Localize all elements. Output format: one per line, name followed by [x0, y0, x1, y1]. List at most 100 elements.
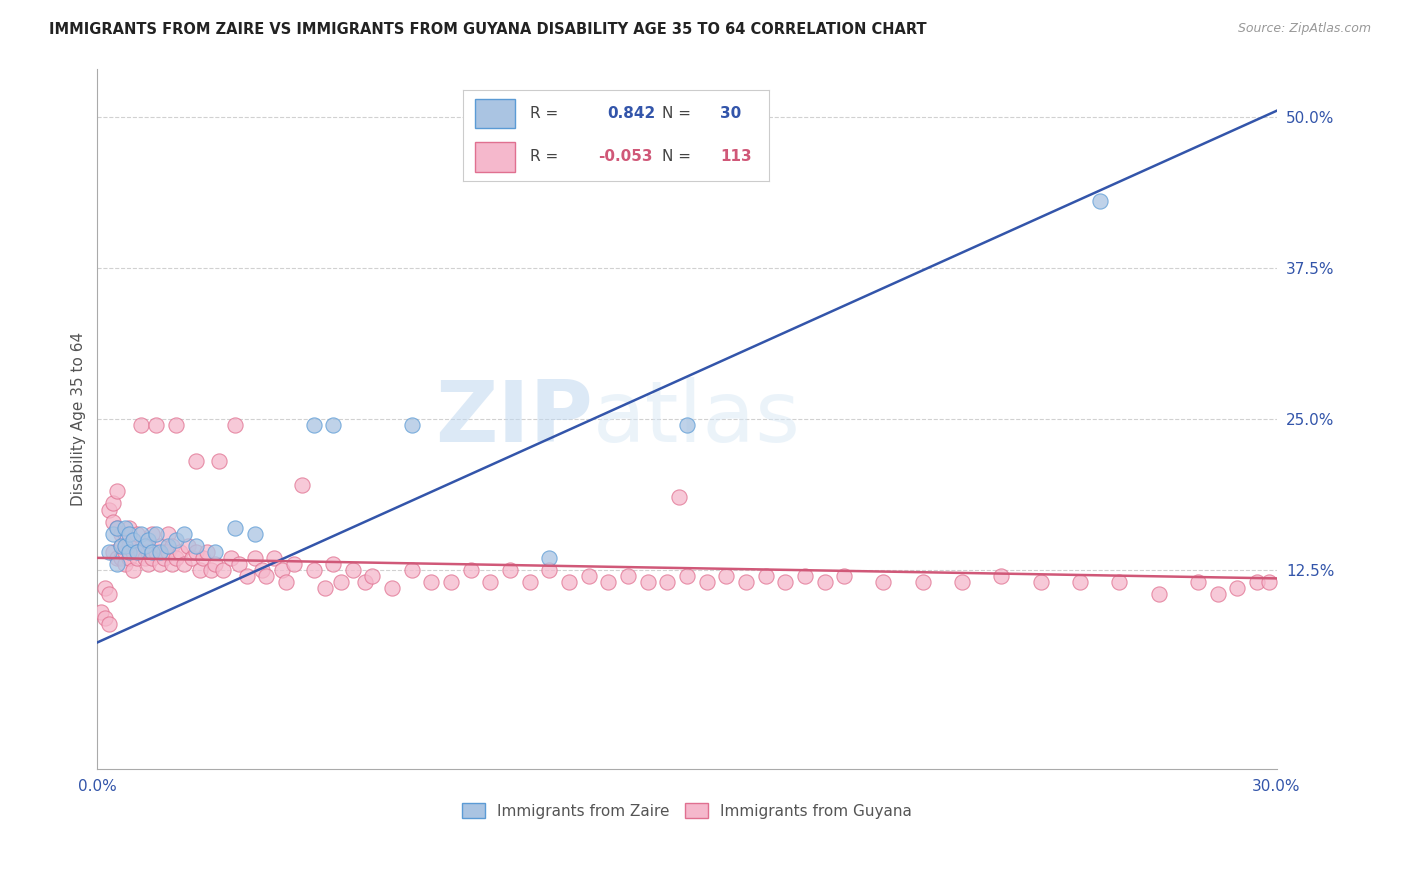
Point [1246, 574, 1268, 589]
Point [145, 545, 167, 559]
Point [141, 550, 163, 565]
Point [134, 539, 156, 553]
Point [204, 557, 226, 571]
Point [165, 533, 187, 547]
Point [519, 574, 541, 589]
Point [314, 581, 336, 595]
Point [184, 545, 207, 559]
Point [420, 574, 443, 589]
Point [872, 574, 894, 589]
Point [180, 550, 202, 565]
Text: ZIP: ZIP [434, 377, 592, 460]
Point [330, 574, 353, 589]
Point [165, 550, 187, 565]
Point [224, 521, 246, 535]
Point [101, 515, 124, 529]
Legend: Immigrants from Zaire, Immigrants from Guyana: Immigrants from Zaire, Immigrants from G… [456, 797, 918, 825]
Point [228, 557, 250, 571]
Point [184, 539, 207, 553]
Point [754, 569, 776, 583]
Point [538, 563, 561, 577]
Point [538, 550, 561, 565]
Point [342, 563, 364, 577]
Point [149, 539, 172, 553]
Point [98, 587, 121, 601]
Point [440, 574, 463, 589]
Point [617, 569, 640, 583]
Point [676, 569, 699, 583]
Point [353, 574, 375, 589]
Point [125, 545, 148, 559]
Point [118, 521, 141, 535]
Point [832, 569, 855, 583]
Point [361, 569, 384, 583]
Point [149, 545, 172, 559]
Point [1226, 581, 1249, 595]
Point [716, 569, 738, 583]
Point [110, 539, 132, 553]
Point [302, 417, 325, 432]
Point [499, 563, 522, 577]
Point [138, 533, 160, 547]
Point [657, 574, 679, 589]
Point [773, 574, 796, 589]
Point [219, 550, 242, 565]
Point [114, 521, 136, 535]
Point [1257, 574, 1279, 589]
Point [105, 557, 128, 571]
Point [302, 563, 325, 577]
Point [676, 417, 699, 432]
Point [121, 533, 143, 547]
Point [149, 557, 172, 571]
Point [200, 563, 222, 577]
Point [114, 526, 136, 541]
Point [558, 574, 581, 589]
Point [157, 545, 180, 559]
Text: IMMIGRANTS FROM ZAIRE VS IMMIGRANTS FROM GUYANA DISABILITY AGE 35 TO 64 CORRELAT: IMMIGRANTS FROM ZAIRE VS IMMIGRANTS FROM… [49, 22, 927, 37]
Point [94, 611, 117, 625]
Point [1147, 587, 1170, 601]
Point [212, 563, 235, 577]
Point [401, 563, 423, 577]
Point [145, 417, 167, 432]
Point [118, 550, 141, 565]
Point [197, 545, 219, 559]
Point [173, 557, 195, 571]
Point [138, 545, 160, 559]
Point [193, 550, 215, 565]
Point [118, 526, 141, 541]
Point [696, 574, 718, 589]
Point [188, 563, 211, 577]
Point [243, 550, 266, 565]
Point [208, 454, 231, 468]
Point [114, 539, 136, 553]
Point [94, 581, 117, 595]
Point [263, 550, 285, 565]
Point [479, 574, 502, 589]
Point [134, 539, 156, 553]
Point [121, 563, 143, 577]
Point [90, 605, 112, 619]
Point [254, 569, 277, 583]
Point [141, 545, 163, 559]
Point [125, 550, 148, 565]
Point [157, 539, 180, 553]
Point [118, 539, 141, 553]
Point [283, 557, 305, 571]
Point [578, 569, 600, 583]
Point [98, 545, 121, 559]
Point [134, 550, 156, 565]
Point [125, 526, 148, 541]
Point [125, 545, 148, 559]
Point [129, 545, 152, 559]
Y-axis label: Disability Age 35 to 64: Disability Age 35 to 64 [72, 332, 86, 506]
Point [184, 454, 207, 468]
Point [637, 574, 659, 589]
Point [129, 417, 152, 432]
Point [105, 550, 128, 565]
Point [224, 417, 246, 432]
Point [1088, 194, 1111, 209]
Point [101, 496, 124, 510]
Point [1029, 574, 1052, 589]
Point [153, 545, 176, 559]
